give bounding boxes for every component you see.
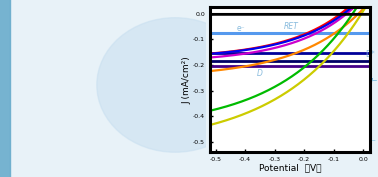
Text: RET: RET: [284, 22, 298, 31]
Text: e⁻: e⁻: [236, 24, 245, 33]
Text: D: D: [257, 69, 263, 78]
X-axis label: Potential  （V）: Potential （V）: [259, 164, 321, 172]
Text: D*: D*: [366, 50, 375, 59]
Text: I⁻: I⁻: [370, 138, 376, 146]
Text: I⁻: I⁻: [370, 78, 378, 88]
Bar: [0, 0, 10, 177]
Circle shape: [97, 18, 253, 152]
Y-axis label: J (mA/cm²): J (mA/cm²): [183, 56, 191, 104]
